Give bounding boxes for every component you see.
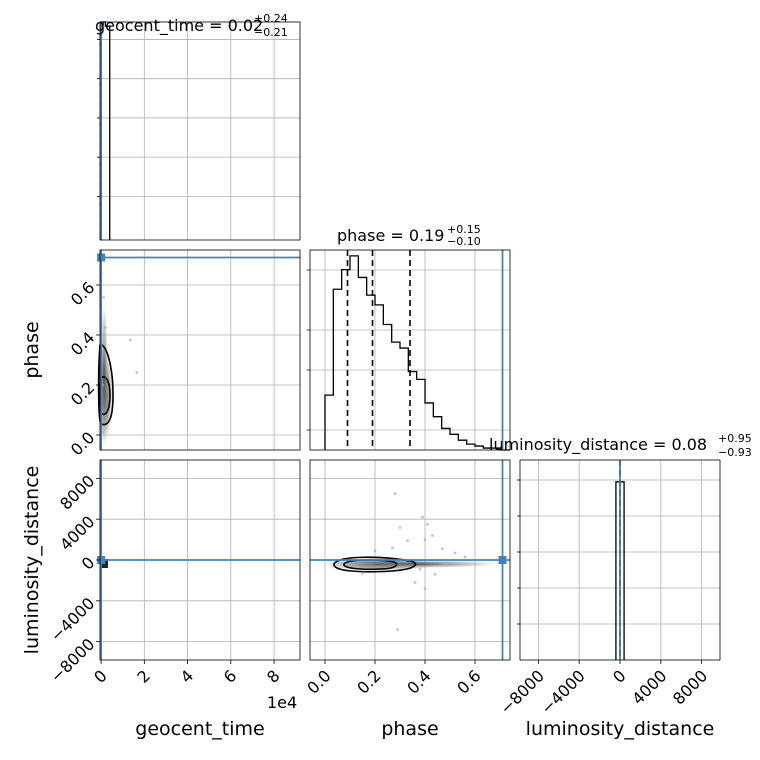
- scatter-point: [423, 538, 427, 541]
- scatter-point: [101, 383, 105, 387]
- panel-phase-vs-geocent-time: 0.0 0.2 0.4 0.6: [67, 249, 301, 459]
- scatter-point: [413, 581, 417, 584]
- density-tail: [340, 560, 500, 568]
- scatter-point: [421, 515, 424, 519]
- contour-outer: [97, 344, 114, 426]
- scatter-point: [101, 431, 105, 434]
- panel-0-0-title-sup: +0.24: [254, 12, 288, 25]
- x-axis-label-luminosity-distance: luminosity_distance: [526, 718, 715, 740]
- scatter-point: [361, 571, 364, 575]
- x-offset-label: 1e4: [267, 693, 297, 712]
- x-tick-label: 0.0: [303, 666, 334, 697]
- y-tick-label: −8000: [47, 635, 99, 687]
- scatter-point: [393, 492, 397, 496]
- panel-1-1-title: phase = 0.19: [337, 226, 444, 245]
- truth-marker: [498, 556, 507, 564]
- scatter-point: [443, 562, 447, 566]
- scatter-point: [104, 326, 107, 329]
- x-tick-label: 8: [263, 666, 284, 687]
- panel-1-1-title-sup: +0.15: [447, 223, 481, 236]
- y-tick-label: 8000: [56, 471, 98, 513]
- panel-1-1-frame: [309, 249, 511, 451]
- panel-2-2-quantiles: [517, 460, 621, 660]
- panel-2-1-frame: [309, 459, 511, 661]
- panel-2-2-title: luminosity_distance = 0.08: [489, 435, 707, 455]
- y-tick-label: 4000: [56, 512, 98, 554]
- panel-lumdist-vs-phase: 0.0 0.2 0.4 0.6: [303, 459, 511, 698]
- scatter-point: [135, 371, 139, 374]
- x-axis-label-geocent-time: geocent_time: [135, 718, 264, 740]
- x-tick-label: 2: [133, 666, 154, 687]
- panel-1-1-title-sub: −0.10: [447, 235, 481, 248]
- scatter-point: [391, 546, 394, 550]
- x-tick-label: 0.2: [353, 666, 384, 697]
- truth-marker: [97, 253, 106, 262]
- panel-1-1-hist: [324, 255, 510, 451]
- x-tick-label: 0.4: [403, 666, 434, 697]
- scatter-point: [441, 547, 444, 551]
- scatter-point: [128, 338, 132, 342]
- y-tick-label: 0: [78, 553, 99, 574]
- scatter-point: [396, 627, 399, 631]
- x-tick-label: 6: [220, 666, 241, 687]
- panel-2-1-truths: [310, 460, 510, 660]
- panel-1-0-frame: [99, 249, 301, 451]
- y-axis-label-luminosity-distance: luminosity_distance: [21, 466, 43, 655]
- y-tick-label: 0.4: [67, 328, 98, 359]
- x-axis-label-phase: phase: [381, 718, 438, 740]
- scatter-point: [398, 525, 402, 529]
- histogram-step: [100, 21, 111, 240]
- panel-2-2-title-sub: −0.93: [718, 446, 752, 459]
- scatter-point: [431, 534, 434, 537]
- panel-2-0-truths: [97, 460, 300, 660]
- panel-2-2-title-sup: +0.95: [718, 432, 752, 445]
- panel-1-1-quantiles: [307, 250, 504, 450]
- histogram-step: [324, 255, 510, 451]
- contour-outer: [333, 556, 417, 573]
- panel-geocent-time-hist: geocent_time = 0.02 +0.24 −0.21: [95, 12, 301, 241]
- y-tick-label: 0.0: [67, 428, 98, 459]
- scatter-point: [433, 572, 437, 576]
- panel-0-0-frame: [99, 21, 301, 241]
- scatter-point: [423, 587, 427, 590]
- x-tick-label: 4000: [628, 666, 670, 708]
- scatter-point: [426, 522, 429, 526]
- y-tick-label: 0.2: [67, 378, 98, 409]
- panel-0-0-quantiles: [97, 22, 102, 240]
- y-axis-label-phase: phase: [21, 321, 43, 378]
- scatter-point: [406, 539, 409, 543]
- x-tick-label: −4000: [537, 666, 589, 718]
- scatter-point: [418, 567, 422, 571]
- truth-marker: [97, 556, 106, 564]
- y-tick-label: −4000: [47, 594, 99, 646]
- x-tick-label: 0: [609, 666, 630, 687]
- panel-1-0-truths: [97, 250, 300, 450]
- scatter-point: [453, 551, 457, 555]
- panel-luminosity-distance-hist: luminosity_distance = 0.08 +0.95 −0.93: [489, 432, 752, 661]
- y-tick-label: 0.6: [67, 278, 98, 309]
- panel-0-0-title: geocent_time = 0.02: [95, 16, 263, 36]
- panel-0-0-hist: [100, 21, 111, 240]
- panel-2-1-scatter: [361, 492, 467, 631]
- x-tick-label: 8000: [669, 666, 711, 708]
- panel-2-0-xticks: 0 2 4 6 8: [90, 660, 284, 687]
- x-tick-label: 0: [90, 666, 111, 687]
- panel-1-0-grid: [100, 250, 300, 450]
- x-tick-label: 0.6: [453, 666, 484, 697]
- scatter-point: [463, 555, 467, 559]
- panel-0-0-grid: [100, 22, 300, 240]
- panel-0-0-title-sub: −0.21: [254, 26, 288, 39]
- scatter-point: [102, 296, 106, 299]
- x-tick-label: −8000: [496, 666, 548, 718]
- panel-phase-hist: phase = 0.19 +0.15 −0.10: [307, 223, 511, 451]
- panel-1-0-yticks: 0.0 0.2 0.4 0.6: [67, 278, 100, 459]
- panel-2-1-xticks: 0.0 0.2 0.4 0.6: [303, 660, 485, 698]
- x-tick-label: 4: [177, 666, 198, 687]
- scatter-point: [373, 549, 377, 553]
